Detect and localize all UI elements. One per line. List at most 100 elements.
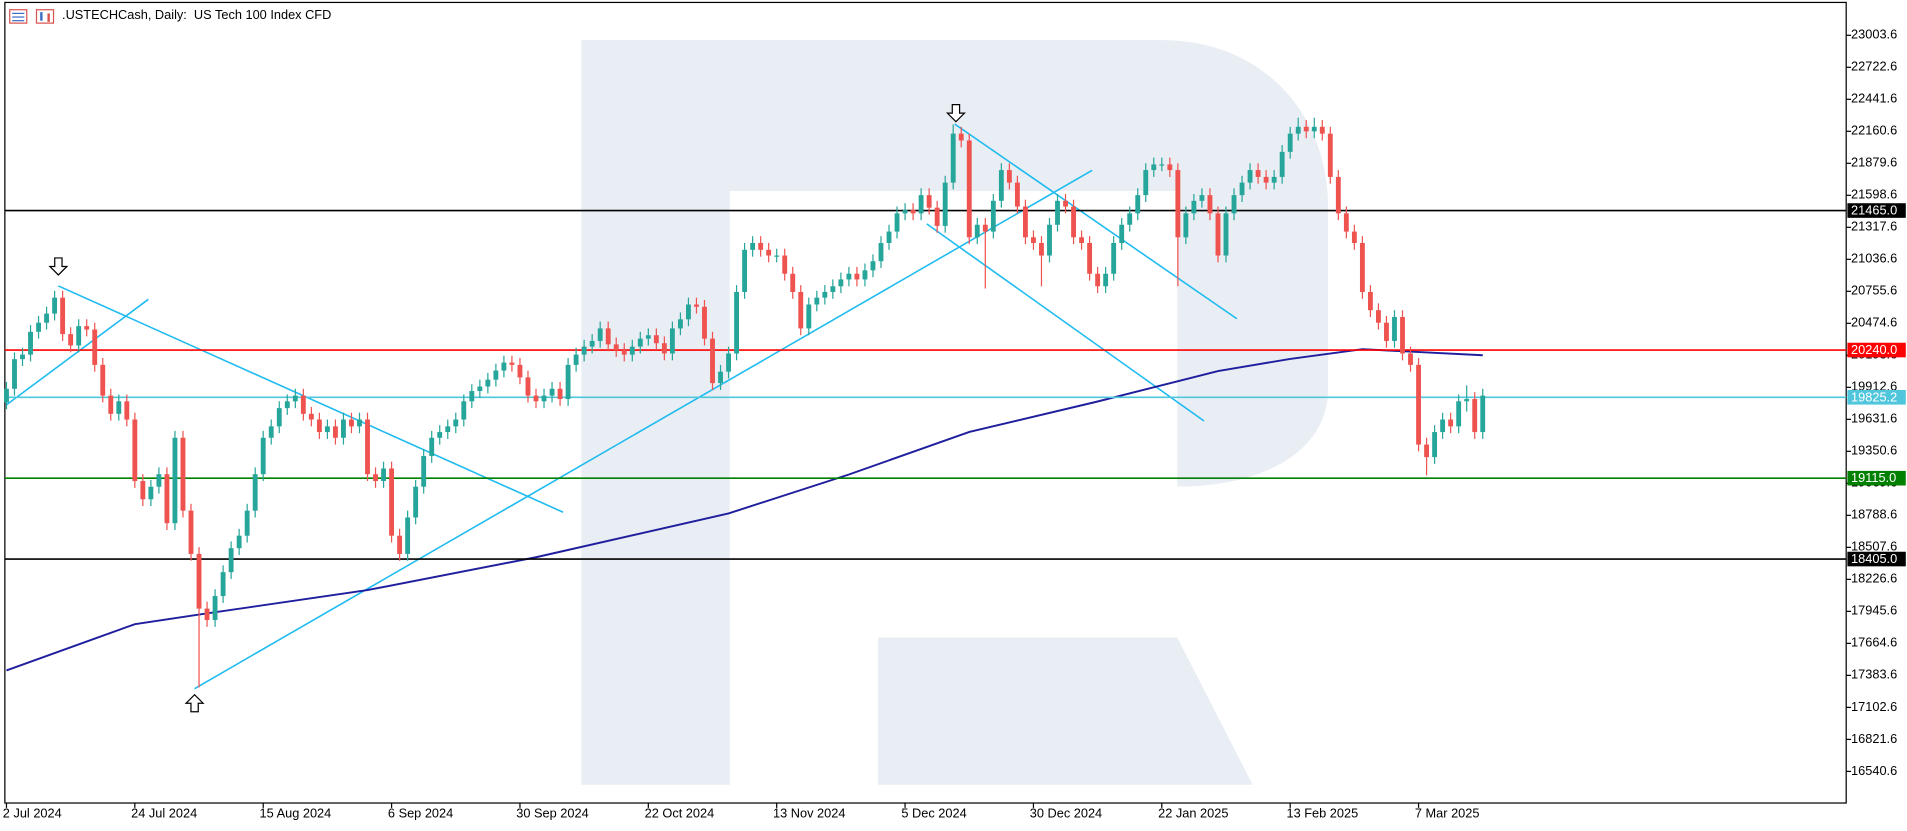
candle-body <box>485 379 491 387</box>
candle-body <box>750 242 756 250</box>
candle-body <box>461 401 467 420</box>
y-tick-label: 21879.6 <box>1851 155 1897 170</box>
trend-lines <box>5 123 1238 690</box>
candle-body <box>1376 310 1381 323</box>
down-arrow <box>945 104 966 123</box>
candle-body <box>180 437 186 511</box>
icon <box>35 9 55 24</box>
candle-body <box>268 426 274 438</box>
candle-body <box>1079 237 1085 243</box>
candle-body <box>1279 151 1285 177</box>
candle-body <box>1087 242 1093 274</box>
candle-body <box>910 209 916 214</box>
candle-body <box>1095 273 1101 287</box>
x-tick-label: 30 Sep 2024 <box>516 805 588 820</box>
candle-body <box>694 304 699 307</box>
y-tick-label: 21036.6 <box>1851 251 1897 266</box>
candle-body <box>1351 231 1357 243</box>
candle-body <box>814 297 820 305</box>
candle-body <box>926 195 932 208</box>
level-label-box <box>1847 389 1906 405</box>
y-tick-label: 22722.6 <box>1851 59 1897 74</box>
candle-body <box>1456 401 1462 427</box>
y-tick-label: 19350.6 <box>1851 443 1897 458</box>
candle-body <box>316 419 322 433</box>
candle-body <box>862 270 868 280</box>
candle-body <box>52 297 58 314</box>
candle-body <box>172 437 178 524</box>
candle-body <box>493 370 499 380</box>
candle-body <box>541 395 547 402</box>
candle-body <box>878 242 884 262</box>
candle-body <box>244 510 250 536</box>
x-tick-label: 15 Aug 2024 <box>260 805 332 820</box>
candle-body <box>846 273 852 280</box>
x-tick-label: 24 Jul 2024 <box>131 805 197 820</box>
y-tick-label: 16540.6 <box>1851 763 1897 778</box>
candle-body <box>1319 126 1325 134</box>
candle-body <box>918 195 924 214</box>
x-tick-label: 13 Nov 2024 <box>773 805 845 820</box>
candle-body <box>100 364 106 396</box>
watermark-r <box>581 40 1329 785</box>
candle-body <box>413 486 419 518</box>
candle-body <box>1416 364 1421 445</box>
candle-body <box>1223 213 1229 256</box>
candle-body <box>228 548 234 573</box>
candle-body <box>429 437 435 456</box>
candle-body <box>1311 126 1317 132</box>
candle-body <box>934 207 940 226</box>
x-tick-label: 22 Oct 2024 <box>645 805 715 820</box>
candle-body <box>1031 237 1036 243</box>
candle-body <box>565 364 571 400</box>
candle-body <box>84 326 90 330</box>
candle-body <box>573 354 579 365</box>
candle-body <box>718 371 723 384</box>
y-tick-label: 19631.6 <box>1851 411 1897 426</box>
candle-body <box>1367 291 1373 311</box>
candle-body <box>148 486 154 500</box>
candle-body <box>1384 322 1389 341</box>
candle-body <box>252 474 258 511</box>
candle-body <box>1055 200 1060 225</box>
level-label-box <box>1847 551 1906 567</box>
candle-body <box>36 322 41 332</box>
trend-line <box>58 285 564 513</box>
level-label-box <box>1847 470 1906 486</box>
candle-body <box>308 413 314 420</box>
candle-body <box>1047 224 1052 256</box>
candle-body <box>637 338 643 347</box>
watermark-leg <box>878 637 1253 785</box>
candle-body <box>453 419 459 427</box>
y-tick-label: 21317.6 <box>1851 219 1897 234</box>
candle-body <box>1440 419 1446 433</box>
candle-body <box>613 344 619 351</box>
candle-body <box>1151 164 1157 171</box>
candle-body <box>1063 200 1068 207</box>
x-tick-label: 5 Dec 2024 <box>901 805 966 820</box>
candle-body <box>1006 170 1012 183</box>
candle-body <box>998 170 1004 201</box>
x-tick-label: 6 Sep 2024 <box>388 805 453 820</box>
candle-body <box>1039 242 1044 256</box>
candle-body <box>581 346 587 355</box>
candle-body <box>397 535 403 554</box>
candle-body <box>236 535 242 549</box>
candle-body <box>661 343 667 354</box>
candle-body <box>686 304 691 320</box>
candle-body <box>357 419 362 427</box>
candle-body <box>790 273 796 292</box>
candle-body <box>974 224 980 238</box>
candle-body <box>1167 164 1173 171</box>
x-tick-label: 7 Mar 2025 <box>1415 805 1480 820</box>
candle-body <box>838 279 844 287</box>
candle-body <box>68 334 74 346</box>
candle-body <box>645 335 651 339</box>
candle-body <box>1472 399 1478 433</box>
candle-body <box>1464 399 1470 402</box>
candle-body <box>822 291 828 298</box>
candle-body <box>1327 133 1333 177</box>
level-label: 18405.0 <box>1851 551 1897 566</box>
candle-body <box>742 249 748 292</box>
candle-body <box>870 261 876 271</box>
